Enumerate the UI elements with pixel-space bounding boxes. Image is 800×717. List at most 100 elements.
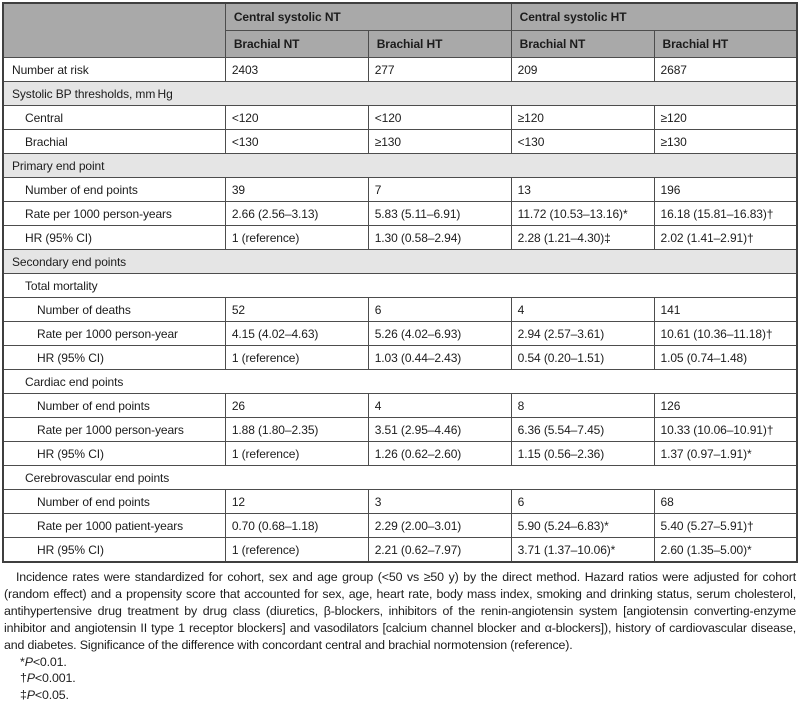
sig-value: <0.001. xyxy=(34,671,76,686)
data-cell: ≥120 xyxy=(653,105,798,130)
data-cell: <130 xyxy=(224,129,369,154)
data-cell: 11.72 (10.53–13.16)* xyxy=(510,201,655,226)
column-group-central-nt: Central systolic NT xyxy=(224,2,512,31)
data-cell: <130 xyxy=(510,129,655,154)
section-label: Secondary end points xyxy=(2,249,798,274)
row-label: Number at risk xyxy=(2,57,226,82)
data-cell: ≥120 xyxy=(510,105,655,130)
subsection-row: Total mortality xyxy=(2,273,798,298)
data-cell: 6 xyxy=(367,297,512,322)
table-row: Number of end points 39 7 13 196 xyxy=(2,177,798,202)
data-cell: 126 xyxy=(653,393,798,418)
data-cell: <120 xyxy=(224,105,369,130)
data-cell: 1 (reference) xyxy=(224,537,369,563)
sig-marker: ‡ xyxy=(20,688,27,703)
table-row: Number of end points 12 3 6 68 xyxy=(2,489,798,514)
row-label: HR (95% CI) xyxy=(2,225,226,250)
table-row: Central <120 <120 ≥120 ≥120 xyxy=(2,105,798,130)
section-row: Systolic BP thresholds, mm Hg xyxy=(2,81,798,106)
section-label: Systolic BP thresholds, mm Hg xyxy=(2,81,798,106)
sig-variable: P xyxy=(24,654,33,669)
data-cell: 1 (reference) xyxy=(224,441,369,466)
table-row: Number at risk 2403 277 209 2687 xyxy=(2,57,798,82)
table-row: Rate per 1000 patient-years 0.70 (0.68–1.… xyxy=(2,513,798,538)
table-row: Rate per 1000 person-year 4.15 (4.02–4.63… xyxy=(2,321,798,346)
row-label: Rate per 1000 patient-years xyxy=(2,513,226,538)
subsection-label: Cardiac end points xyxy=(2,369,798,394)
data-cell: 0.70 (0.68–1.18) xyxy=(224,513,369,538)
section-row: Secondary end points xyxy=(2,249,798,274)
table-body: Number at risk 2403 277 209 2687 Systolic BP … xyxy=(2,57,798,563)
data-cell: 1.88 (1.80–2.35) xyxy=(224,417,369,442)
sig-variable: P xyxy=(26,688,35,703)
data-cell: 16.18 (15.81–16.83)† xyxy=(653,201,798,226)
data-cell: ≥130 xyxy=(653,129,798,154)
column-header-brachial-nt-2: Brachial NT xyxy=(510,30,655,58)
sig-value: <0.01. xyxy=(32,654,67,669)
subsection-label: Total mortality xyxy=(2,273,798,298)
data-cell: 39 xyxy=(224,177,369,202)
footnotes: Incidence rates were standardized for co… xyxy=(2,563,798,704)
table-row: Number of end points 26 4 8 126 xyxy=(2,393,798,418)
data-cell: 6.36 (5.54–7.45) xyxy=(510,417,655,442)
data-cell: 7 xyxy=(367,177,512,202)
header-row-subcolumns: Brachial NT Brachial HT Brachial NT Brac… xyxy=(3,30,798,58)
data-cell: 3.51 (2.95–4.46) xyxy=(367,417,512,442)
data-cell: 4.15 (4.02–4.63) xyxy=(224,321,369,346)
section-row: Primary end point xyxy=(2,153,798,178)
data-cell: 5.26 (4.02–6.93) xyxy=(367,321,512,346)
data-cell: 1.37 (0.97–1.91)* xyxy=(653,441,798,466)
sig-variable: P xyxy=(26,671,35,686)
table-header: Central systolic NT Central systolic HT … xyxy=(2,2,798,58)
data-cell: 1.05 (0.74–1.48) xyxy=(653,345,798,370)
outcomes-table: Central systolic NT Central systolic HT … xyxy=(2,2,798,563)
data-cell: 0.54 (0.20–1.51) xyxy=(510,345,655,370)
data-cell: 52 xyxy=(224,297,369,322)
significance-note-3: ‡P<0.05. xyxy=(4,687,796,704)
data-cell: 2.02 (1.41–2.91)† xyxy=(653,225,798,250)
column-group-central-ht: Central systolic HT xyxy=(510,2,798,31)
table-row: HR (95% CI) 1 (reference) 1.03 (0.44–2.43)… xyxy=(2,345,798,370)
column-header-brachial-ht-2: Brachial HT xyxy=(653,30,798,58)
data-cell: 2403 xyxy=(224,57,369,82)
table-row: Rate per 1000 person-years 2.66 (2.56–3.1… xyxy=(2,201,798,226)
row-label: Rate per 1000 person-years xyxy=(2,417,226,442)
data-cell: 1 (reference) xyxy=(224,225,369,250)
column-header-brachial-nt-1: Brachial NT xyxy=(224,30,369,58)
data-cell: 4 xyxy=(367,393,512,418)
row-label: HR (95% CI) xyxy=(2,537,226,563)
subsection-label: Cerebrovascular end points xyxy=(2,465,798,490)
data-cell: 10.33 (10.06–10.91)† xyxy=(653,417,798,442)
data-cell: 2.94 (2.57–3.61) xyxy=(510,321,655,346)
data-cell: 2.28 (1.21–4.30)‡ xyxy=(510,225,655,250)
row-label: Number of end points xyxy=(2,177,226,202)
sig-value: <0.05. xyxy=(34,688,69,703)
data-cell: 1 (reference) xyxy=(224,345,369,370)
data-cell: 10.61 (10.36–11.18)† xyxy=(653,321,798,346)
data-cell: 2687 xyxy=(653,57,798,82)
data-cell: 1.26 (0.62–2.60) xyxy=(367,441,512,466)
row-label: Rate per 1000 person-years xyxy=(2,201,226,226)
data-cell: 5.90 (5.24–6.83)* xyxy=(510,513,655,538)
data-cell: 5.83 (5.11–6.91) xyxy=(367,201,512,226)
data-cell: 277 xyxy=(367,57,512,82)
row-label: HR (95% CI) xyxy=(2,345,226,370)
table-row: Brachial <130 ≥130 <130 ≥130 xyxy=(2,129,798,154)
data-cell: 8 xyxy=(510,393,655,418)
row-label: Rate per 1000 person-year xyxy=(2,321,226,346)
row-label: Number of end points xyxy=(2,489,226,514)
header-row-groups: Central systolic NT Central systolic HT xyxy=(2,2,798,58)
data-cell: 1.30 (0.58–2.94) xyxy=(367,225,512,250)
subsection-row: Cerebrovascular end points xyxy=(2,465,798,490)
significance-note-2: †P<0.001. xyxy=(4,670,796,687)
column-header-brachial-ht-1: Brachial HT xyxy=(367,30,512,58)
data-cell: 141 xyxy=(653,297,798,322)
data-cell: <120 xyxy=(367,105,512,130)
data-cell: 6 xyxy=(510,489,655,514)
data-cell: 3 xyxy=(367,489,512,514)
row-label: Central xyxy=(2,105,226,130)
table-row: HR (95% CI) 1 (reference) 1.26 (0.62–2.60)… xyxy=(2,441,798,466)
data-cell: 3.71 (1.37–10.06)* xyxy=(510,537,655,563)
table-row: Rate per 1000 person-years 1.88 (1.80–2.3… xyxy=(2,417,798,442)
data-cell: 1.15 (0.56–2.36) xyxy=(510,441,655,466)
